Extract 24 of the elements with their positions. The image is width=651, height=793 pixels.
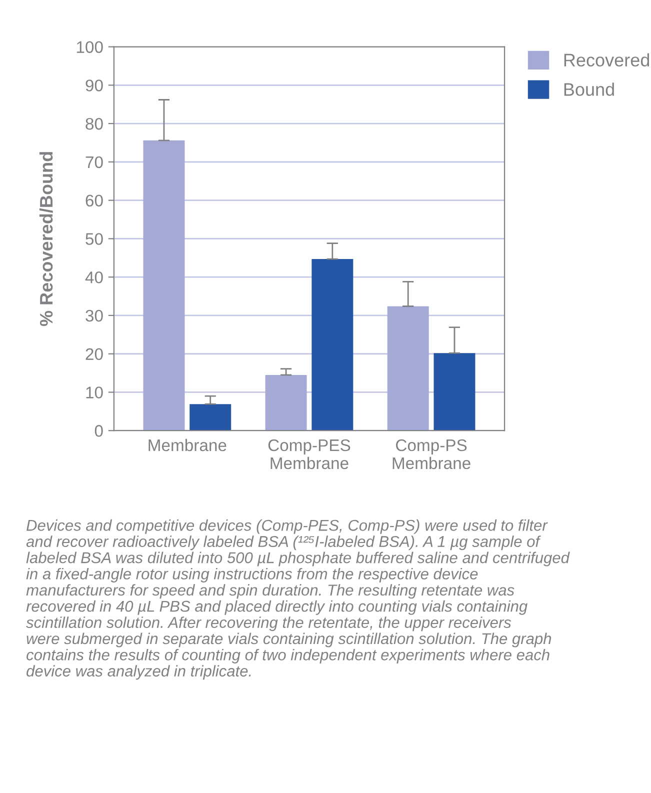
bar	[434, 353, 476, 431]
y-tick-label: 50	[86, 233, 103, 245]
y-tick-label: 10	[86, 386, 103, 398]
y-tick-label: 80	[86, 118, 103, 130]
legend-label: Recovered	[564, 53, 650, 67]
bar	[143, 140, 185, 431]
y-tick-label: 0	[94, 425, 103, 437]
bar	[387, 306, 429, 431]
y-tick-label: 30	[86, 310, 103, 322]
y-tick-label: 20	[86, 348, 103, 360]
y-tick-label: 90	[86, 80, 103, 92]
y-tick-label: 100	[76, 41, 103, 53]
x-tick-label: Membrane	[148, 438, 226, 452]
y-tick-label: 60	[86, 194, 103, 207]
bar	[190, 404, 232, 431]
y-axis-title: % Recovered/Bound	[39, 152, 53, 326]
legend-label: Bound	[564, 82, 614, 96]
x-tick-label: Comp-PES Membrane	[268, 439, 350, 470]
bar	[265, 374, 307, 431]
text: Devices and competitive devices (Comp-PES, Comp-PS) were used to filter and recover radioactively labeled BSA (¹²⁵I-labeled BSA). A 1 µg sample of labeled BSA was diluted into 500 µL phosphate buffered saline and centrifuged in a fixed-angle rotor using instructions from the respective device manufacturers for speed and spin duration. The resulting retentate was recovered in 40 µL PBS and placed directly into counting vials containing scintillation solution. After recovering the retentate, the upper receivers were submerged in separate vials containing scintillation solution. The graph contains the results of counting of two independent experiments where each device was analyzed in triplicate.	[26, 519, 570, 680]
y-tick-label: 70	[86, 156, 103, 168]
y-tick-label: 40	[85, 271, 103, 284]
x-tick-label: Comp-PS Membrane	[392, 439, 470, 470]
bar	[312, 259, 354, 431]
